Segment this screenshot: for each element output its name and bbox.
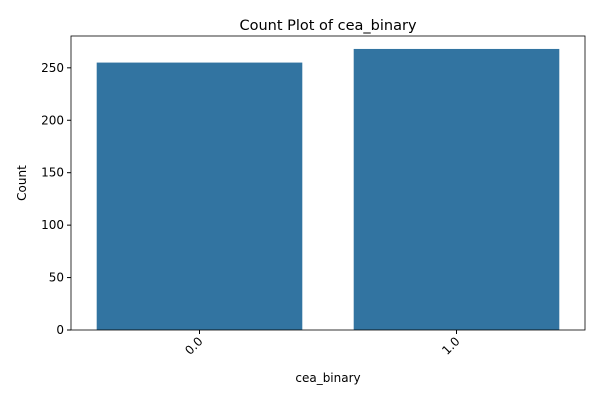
bar-1.0 <box>353 48 560 330</box>
y-tick-label: 150 <box>41 166 64 180</box>
y-tick-label: 50 <box>49 271 64 285</box>
bars-layer <box>96 48 560 330</box>
y-tick-label: 100 <box>41 218 64 232</box>
y-tick-label: 0 <box>56 323 64 337</box>
axes-frame <box>70 35 586 331</box>
plot-frame <box>70 35 586 331</box>
y-axis-label: Count <box>15 165 29 201</box>
x-axis-ticks: 0.0 1.0 <box>182 330 463 358</box>
bar-0.0 <box>96 62 303 330</box>
x-axis-label: cea_binary <box>295 371 360 385</box>
x-tick-label: 1.0 <box>439 334 462 357</box>
x-tick-label: 0.0 <box>182 334 205 357</box>
y-tick-label: 200 <box>41 113 64 127</box>
chart-title: Count Plot of cea_binary <box>239 18 416 34</box>
y-axis-ticks: 0 50 100 150 200 250 <box>41 61 71 337</box>
y-tick-label: 250 <box>41 61 64 75</box>
